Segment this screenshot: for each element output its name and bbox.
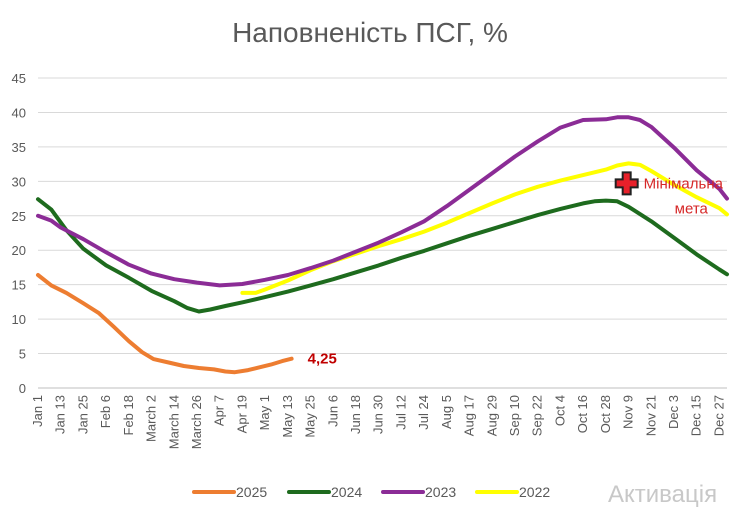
x-tick-label: Apr 7 bbox=[212, 395, 227, 426]
x-tick-label: March 2 bbox=[144, 395, 159, 442]
x-tick-label: Jun 30 bbox=[371, 395, 386, 434]
x-axis-ticks: Jan 1 Jan 13 Jan 25 Feb 6 Feb 18 March 2 March… bbox=[30, 395, 726, 449]
x-tick-label: Aug 29 bbox=[484, 395, 499, 436]
x-tick-label: Feb 6 bbox=[98, 395, 113, 428]
x-tick-label: Oct 16 bbox=[575, 395, 590, 433]
y-tick-label: 20 bbox=[12, 243, 26, 258]
gridlines bbox=[38, 77, 727, 389]
last-value-label: 4,25 bbox=[308, 351, 337, 368]
x-tick-label: Feb 18 bbox=[121, 395, 136, 435]
x-tick-label: Jan 25 bbox=[75, 395, 90, 434]
x-tick-label: Jul 24 bbox=[416, 395, 431, 430]
x-tick-label: March 14 bbox=[166, 395, 181, 449]
x-tick-label: Dec 27 bbox=[711, 395, 726, 436]
y-axis-ticks: 0 5 10 15 20 25 30 35 40 45 bbox=[12, 71, 26, 396]
series-line-2024 bbox=[36, 197, 729, 314]
target-marker-shape bbox=[614, 171, 639, 196]
x-tick-label: May 1 bbox=[257, 395, 272, 430]
series-line-2025 bbox=[36, 273, 294, 375]
x-tick-label: May 13 bbox=[280, 395, 295, 438]
legend-label-2023: 2023 bbox=[425, 484, 456, 500]
x-tick-label: Dec 3 bbox=[666, 395, 681, 429]
target-label-line1: Мінімальна bbox=[644, 175, 724, 192]
x-tick-label: Jan 13 bbox=[53, 395, 68, 434]
x-tick-label: Aug 5 bbox=[439, 395, 454, 429]
x-tick-label: Sep 10 bbox=[507, 395, 522, 436]
watermark-text: Активація bbox=[608, 481, 717, 508]
y-tick-label: 40 bbox=[12, 105, 26, 120]
legend: 2025 2024 2023 2022 bbox=[192, 484, 550, 500]
y-tick-label: 0 bbox=[19, 381, 26, 396]
x-tick-label: Aug 17 bbox=[462, 395, 477, 436]
y-tick-label: 25 bbox=[12, 209, 26, 224]
x-tick-label: Oct 28 bbox=[598, 395, 613, 433]
x-tick-label: Nov 9 bbox=[621, 395, 636, 429]
x-tick-label: Jul 12 bbox=[393, 395, 408, 430]
x-tick-label: March 26 bbox=[189, 395, 204, 449]
x-tick-label: Nov 21 bbox=[643, 395, 658, 436]
y-tick-label: 5 bbox=[19, 347, 26, 362]
y-tick-label: 10 bbox=[12, 312, 26, 327]
x-tick-label: Sep 22 bbox=[530, 395, 545, 436]
y-tick-label: 15 bbox=[12, 278, 26, 293]
legend-label-2022: 2022 bbox=[519, 484, 550, 500]
x-tick-label: May 25 bbox=[303, 395, 318, 438]
series-line-2023 bbox=[36, 115, 729, 288]
y-tick-label: 30 bbox=[12, 174, 26, 189]
x-tick-label: Dec 15 bbox=[689, 395, 704, 436]
legend-label-2025: 2025 bbox=[236, 484, 267, 500]
series-lines bbox=[36, 115, 729, 375]
y-tick-label: 35 bbox=[12, 140, 26, 155]
target-marker-icon bbox=[614, 171, 639, 196]
y-tick-label: 45 bbox=[12, 71, 26, 86]
chart-title: Наповненість ПСГ, % bbox=[232, 17, 508, 48]
x-tick-label: Jun 18 bbox=[348, 395, 363, 434]
legend-label-2024: 2024 bbox=[331, 484, 362, 500]
x-tick-label: Oct 4 bbox=[552, 395, 567, 426]
x-tick-label: Jan 1 bbox=[30, 395, 45, 427]
target-label-line2: мета bbox=[675, 200, 709, 217]
x-tick-label: Jun 6 bbox=[325, 395, 340, 427]
annotations: 4,25 Мінімальна мета bbox=[308, 171, 724, 368]
x-tick-label: Apr 19 bbox=[234, 395, 249, 433]
